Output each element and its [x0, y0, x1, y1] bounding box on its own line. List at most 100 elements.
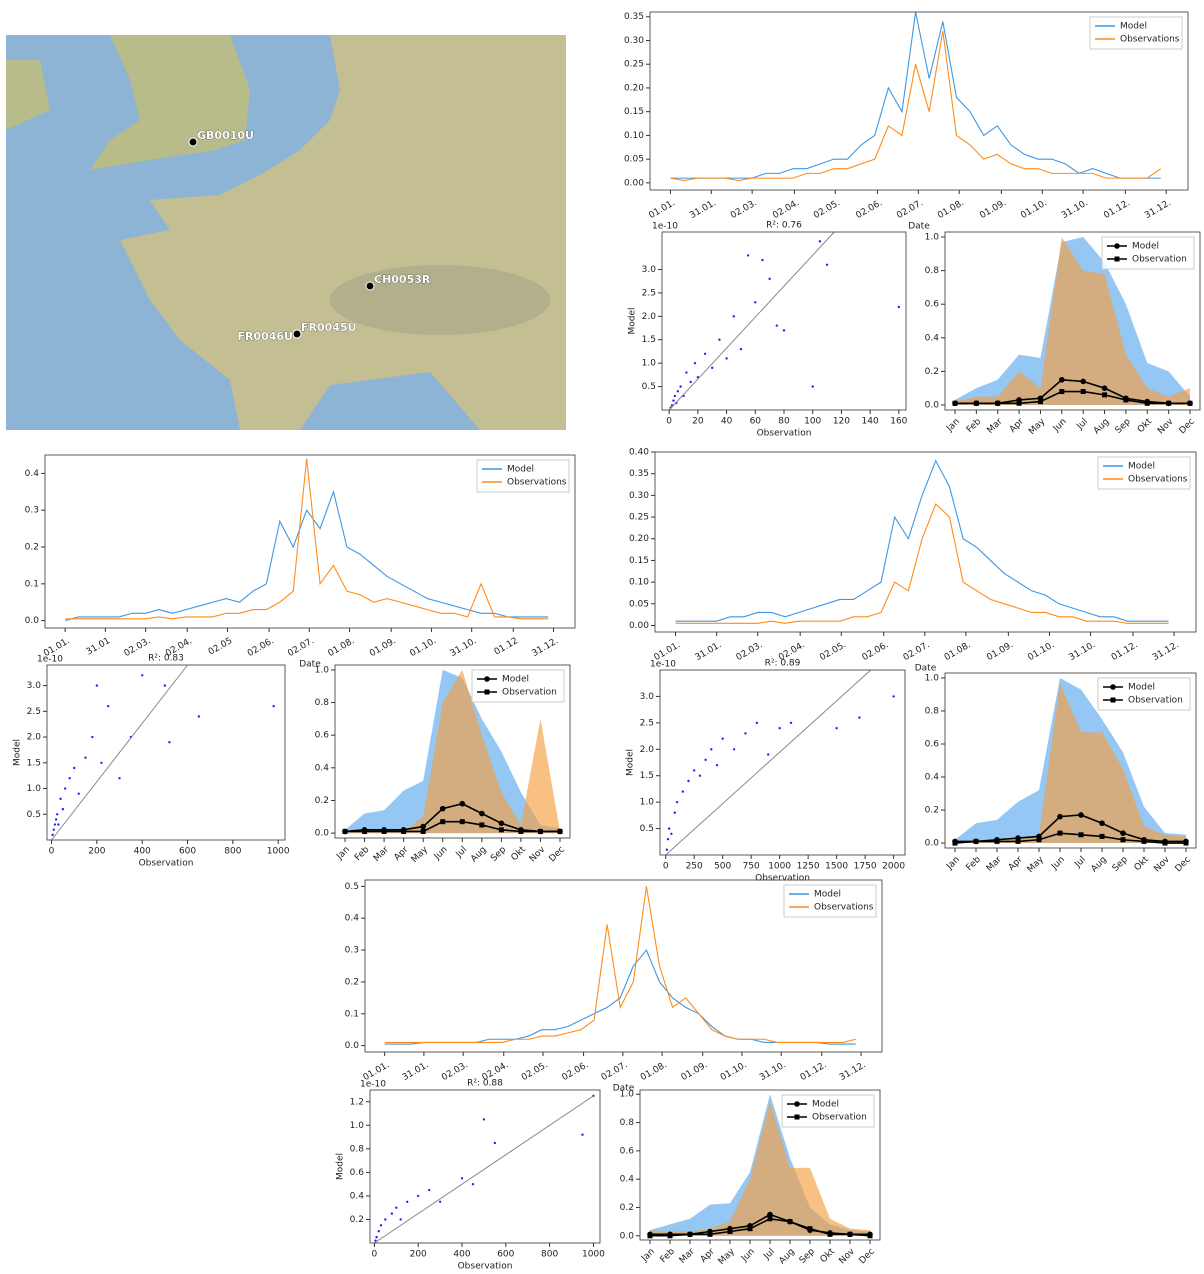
x-tick-label: 250	[686, 862, 703, 872]
x-tick-label: Okt	[819, 1246, 838, 1265]
y-tick-label: 2.5	[640, 718, 654, 728]
point	[892, 695, 894, 697]
x-tick-label: 01.01.	[647, 198, 677, 221]
y-tick-label: 0.05	[624, 155, 644, 165]
legend-label: Observations	[1128, 475, 1188, 485]
y-tick-label: 0.0	[315, 829, 330, 839]
x-tick-label: 01.10.	[719, 1060, 749, 1083]
point	[100, 762, 102, 764]
point	[733, 315, 735, 317]
station-label: FR0046U	[237, 330, 293, 343]
x-tick-label: 02.05	[207, 636, 234, 658]
point	[778, 727, 780, 729]
legend-marker	[1110, 684, 1116, 690]
x-tick-label: 160	[890, 417, 907, 427]
x-tick-label: 600	[179, 847, 196, 857]
marker	[953, 841, 958, 846]
point	[68, 777, 70, 779]
point	[483, 1118, 485, 1120]
point	[756, 722, 758, 724]
y-tick-label: 0.6	[315, 731, 330, 741]
x-tick-label: 01.12.	[1110, 640, 1140, 663]
point	[667, 838, 669, 840]
x-tick-label: Jan	[334, 845, 352, 863]
x-tick-label: 400	[134, 847, 151, 857]
point	[679, 385, 681, 387]
y-tick-label: 0.4	[315, 763, 330, 773]
point	[710, 748, 712, 750]
y-tick-label: 0.6	[925, 739, 940, 749]
point	[59, 798, 61, 800]
point	[819, 240, 821, 242]
point	[581, 1134, 583, 1136]
y-tick-label: 0.30	[629, 491, 649, 501]
x-tick-label: 0	[49, 847, 55, 857]
y-tick-label: 1.0	[620, 1090, 635, 1100]
x-tick-label: 01.09.	[978, 198, 1008, 221]
marker	[848, 1232, 853, 1237]
marker	[1080, 379, 1086, 385]
marker	[1016, 839, 1021, 844]
marker	[382, 829, 387, 834]
marker	[401, 829, 406, 834]
marker	[1102, 392, 1107, 397]
y-tick-label: 0.8	[925, 266, 940, 276]
y-tick-label: 0.2	[315, 796, 329, 806]
x-tick-label: Apr	[392, 845, 410, 863]
offset-label: 1e-10	[37, 655, 63, 665]
marker	[768, 1216, 773, 1221]
x-tick-label: 600	[497, 1250, 514, 1260]
x-tick-label: Apr	[1007, 855, 1025, 873]
point	[835, 727, 837, 729]
legend-label: Observations	[1120, 35, 1180, 45]
station-dot	[366, 282, 374, 290]
series-line	[65, 459, 548, 619]
marker	[953, 401, 958, 406]
marker	[1166, 401, 1171, 406]
y-axis-label: Model	[336, 1153, 346, 1180]
point	[461, 1177, 463, 1179]
legend-label: Model	[1128, 462, 1155, 472]
legend-marker	[794, 1101, 800, 1107]
marker	[728, 1229, 733, 1234]
x-tick-label: 01.08.	[639, 1060, 669, 1083]
marker	[1078, 812, 1084, 818]
series-line	[676, 504, 1169, 623]
marker	[828, 1232, 833, 1237]
marker	[648, 1233, 653, 1238]
x-tick-label: 02.03.	[729, 198, 759, 221]
figure: GB0010UCH0053RFR0045UFR0046U0.000.050.10…	[0, 0, 1204, 1274]
x-tick-label: Sep	[798, 1247, 817, 1266]
legend-label: Observation	[1128, 696, 1183, 706]
y-tick-label: 0.4	[925, 333, 940, 343]
y-tick-label: 0.35	[629, 469, 649, 479]
point	[783, 329, 785, 331]
y-axis-label: Model	[628, 307, 638, 334]
point	[472, 1183, 474, 1185]
y-tick-label: 0.25	[624, 60, 644, 70]
marker	[460, 819, 465, 824]
fit-line	[666, 670, 871, 855]
x-tick-label: 0	[372, 1250, 378, 1260]
y-tick-label: 0.40	[629, 448, 649, 458]
x-tick-label: Dec	[1177, 417, 1196, 436]
marker	[343, 829, 348, 834]
page: GB0010UCH0053RFR0045UFR0046U0.000.050.10…	[0, 0, 1204, 1274]
marker	[499, 827, 504, 832]
point	[55, 818, 57, 820]
marker	[708, 1232, 713, 1237]
y-tick-label: 2.0	[642, 312, 657, 322]
y-tick-label: 1.0	[350, 1121, 365, 1131]
x-tick-label: 80	[778, 417, 790, 427]
point	[744, 732, 746, 734]
x-tick-label: Aug	[469, 845, 489, 865]
marker	[420, 824, 426, 830]
y-tick-label: 3.0	[640, 692, 655, 702]
marker	[459, 801, 465, 807]
point	[118, 777, 120, 779]
x-tick-label: Aug	[1092, 417, 1112, 437]
point	[685, 371, 687, 373]
y-tick-label: 1.5	[27, 758, 41, 768]
point	[494, 1142, 496, 1144]
y-tick-label: 1.0	[315, 665, 330, 675]
